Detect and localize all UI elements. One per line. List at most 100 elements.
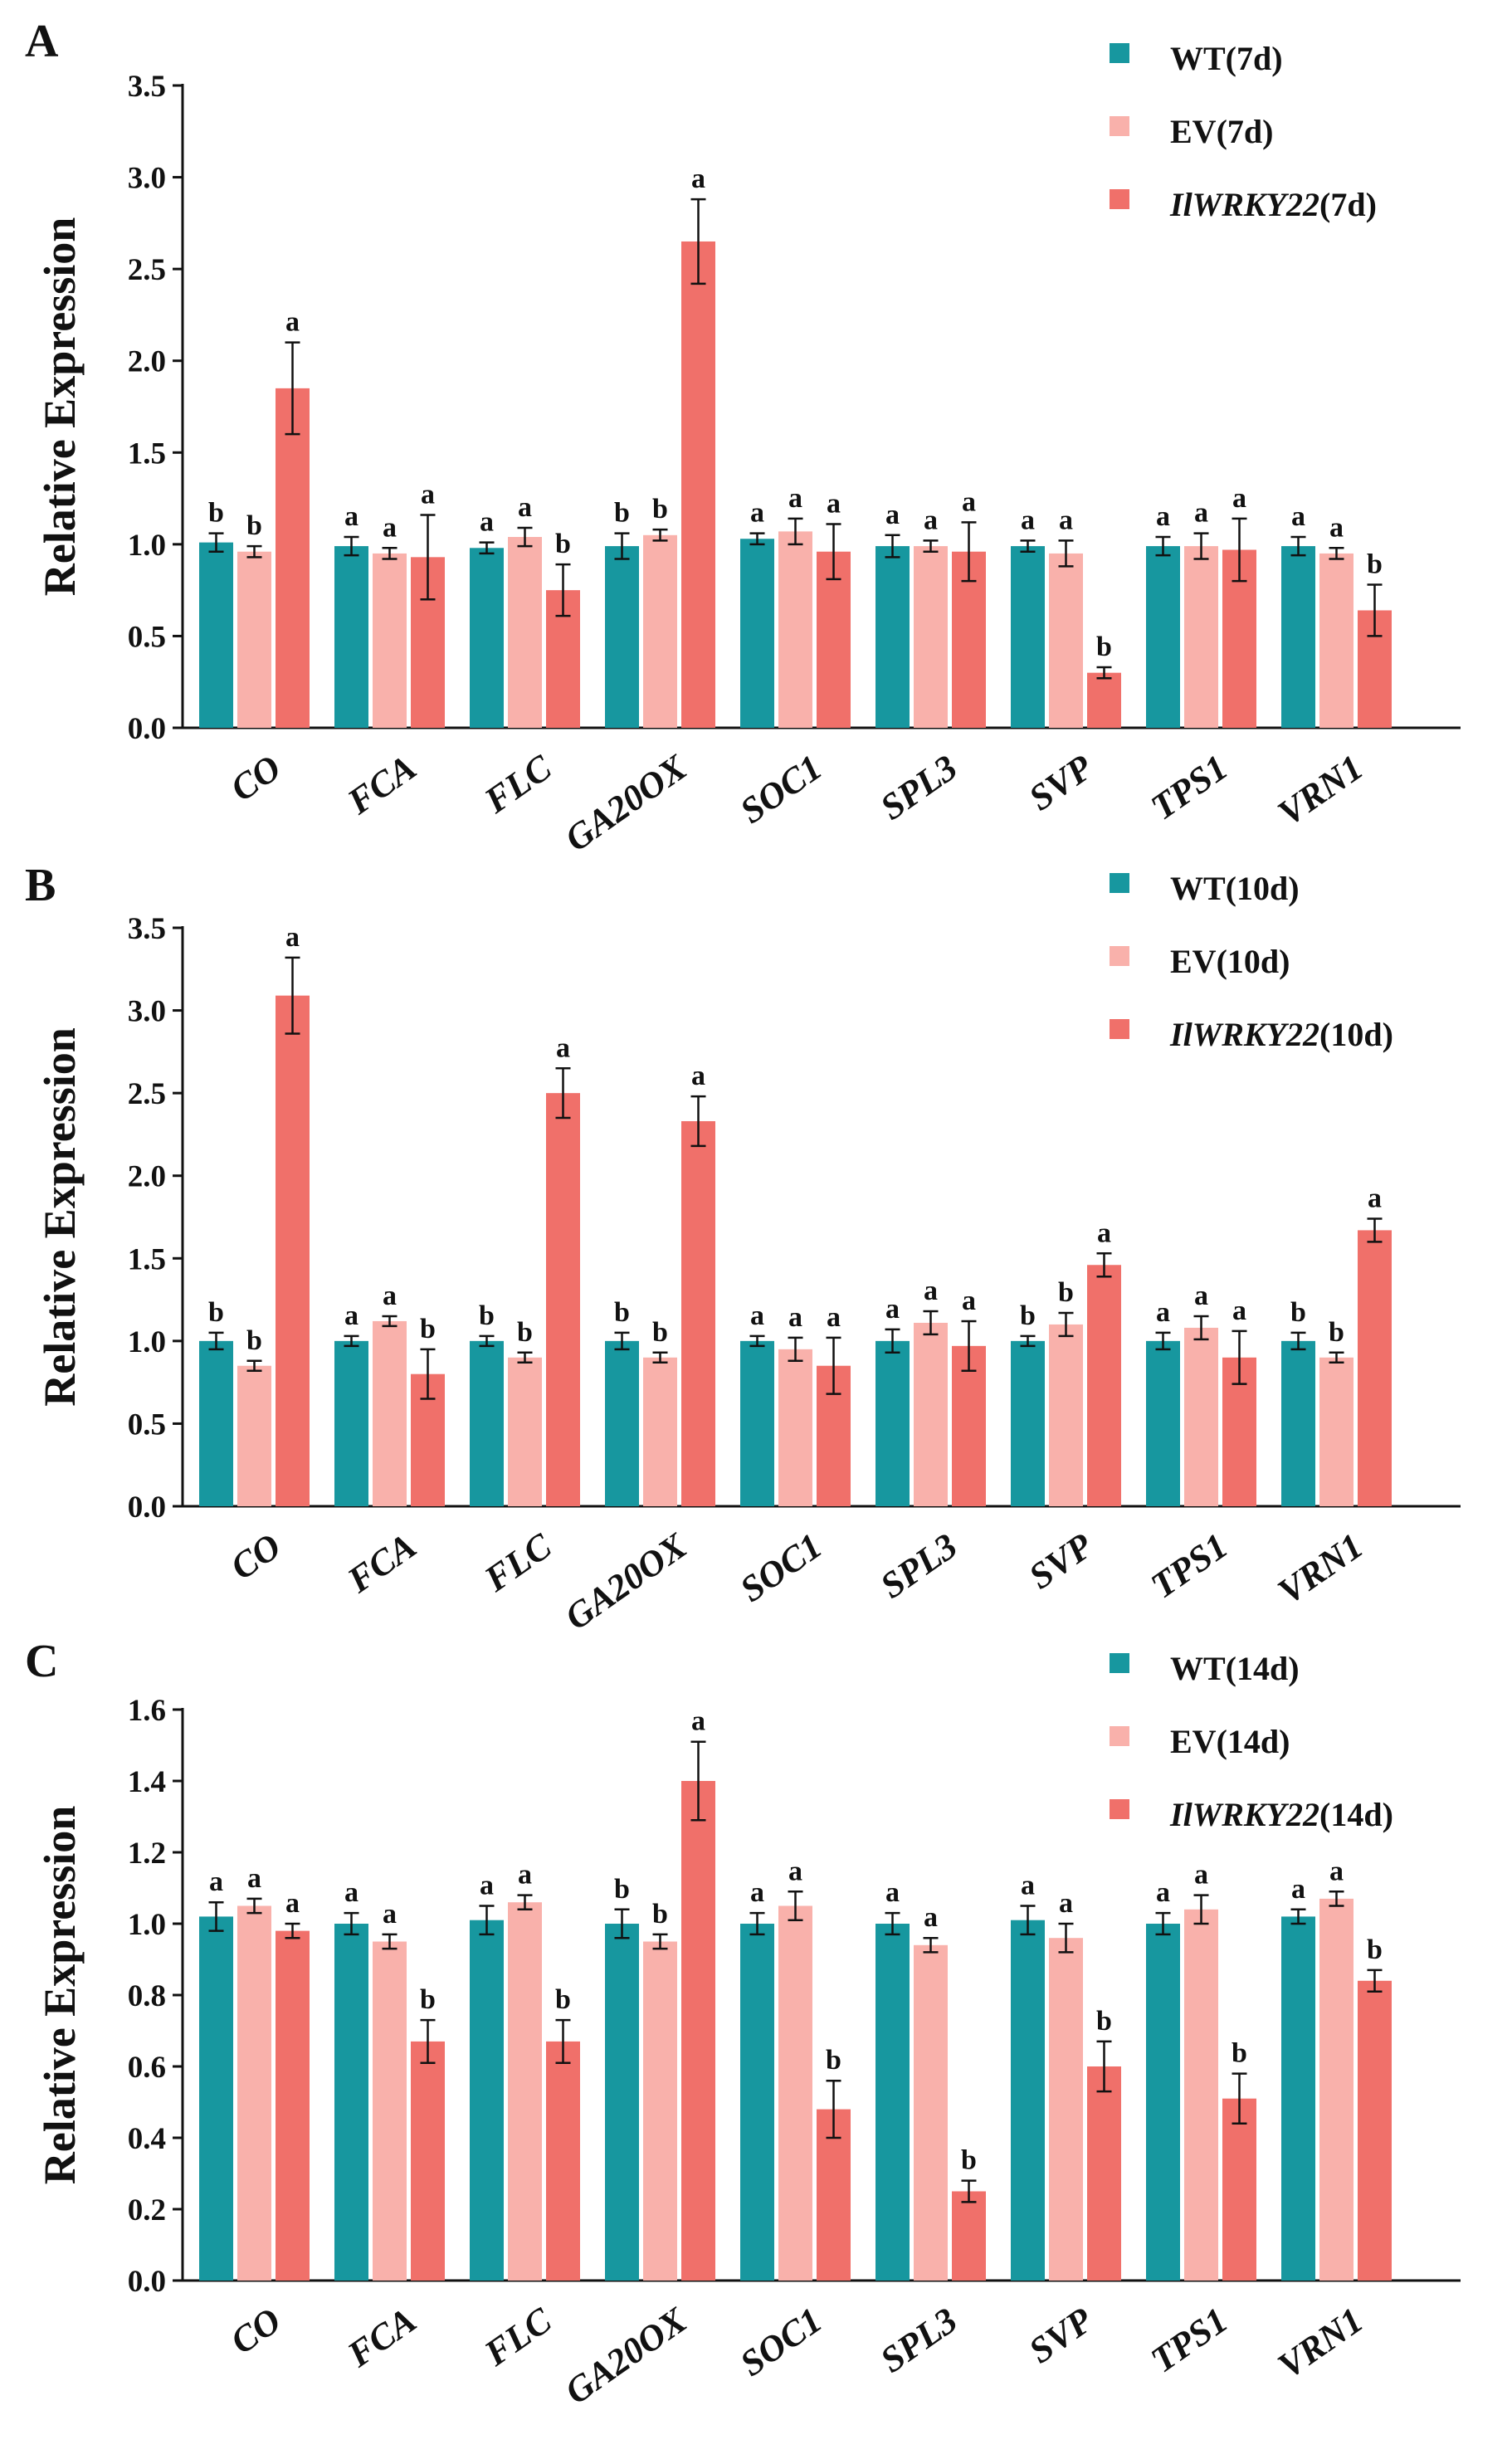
significance-label: a (1021, 1871, 1035, 1901)
significance-label: b (1096, 2006, 1112, 2037)
bar (1184, 1909, 1218, 2281)
significance-label: b (1329, 1317, 1344, 1348)
y-tick-label: 1.0 (128, 529, 166, 563)
y-tick-label: 1.4 (128, 1765, 166, 1799)
y-tick-label: 3.5 (128, 912, 166, 946)
significance-label: b (420, 1314, 436, 1344)
bar (508, 1902, 542, 2281)
y-tick-label: 0.0 (128, 1490, 166, 1525)
legend-swatch (1110, 43, 1129, 63)
bar (470, 1920, 504, 2281)
bar (334, 1340, 368, 1506)
bar (952, 2191, 986, 2281)
legend-label-gene: IlWRKY22 (1169, 186, 1319, 223)
y-tick-label: 2.5 (128, 253, 166, 287)
significance-label: a (750, 498, 764, 529)
bar (1222, 2098, 1256, 2281)
legend-label-text: EV(7d) (1170, 113, 1273, 150)
bar (605, 1340, 639, 1506)
legend-label: EV(14d) (1170, 1723, 1290, 1760)
significance-label: a (788, 483, 802, 514)
significance-label: a (556, 1032, 570, 1063)
legend-label-text: (14d) (1319, 1796, 1393, 1833)
legend-label-text: (7d) (1319, 186, 1377, 223)
bar (740, 1924, 774, 2281)
legend-label-gene: IlWRKY22 (1169, 1016, 1319, 1053)
bar (1087, 672, 1121, 728)
y-tick-label: 0.2 (128, 2193, 166, 2227)
significance-label: a (1156, 501, 1170, 532)
x-category-label: CO (223, 747, 288, 809)
y-tick-label: 1.0 (128, 1908, 166, 1942)
significance-label: a (962, 486, 976, 517)
significance-label: b (246, 1325, 262, 1356)
legend-label: WT(7d) (1170, 40, 1283, 77)
bar (546, 1093, 580, 1506)
y-tick-label: 2.5 (128, 1077, 166, 1111)
significance-label: a (344, 1300, 358, 1331)
bar (508, 1357, 542, 1506)
y-axis-label: Relative Expression (35, 1027, 85, 1407)
y-tick-label: 2.0 (128, 345, 166, 379)
legend-label: EV(10d) (1170, 943, 1290, 980)
legend-label-gene: IlWRKY22 (1169, 1796, 1319, 1833)
significance-label: b (555, 1984, 571, 2015)
bar (1087, 2066, 1121, 2281)
y-tick-label: 0.8 (128, 1979, 166, 2013)
x-category-label: VRN1 (1271, 1525, 1370, 1612)
y-tick-label: 3.5 (128, 70, 166, 104)
y-tick-label: 1.6 (128, 1694, 166, 1728)
x-category-label: FCA (339, 2300, 423, 2375)
legend-swatch (1110, 189, 1129, 209)
panel-label: B (25, 860, 56, 911)
bar (1319, 1357, 1353, 1506)
significance-label: a (885, 1877, 900, 1908)
significance-label: a (421, 479, 435, 510)
legend-label-text: WT(14d) (1170, 1650, 1300, 1687)
bar (1358, 1980, 1392, 2281)
significance-label: a (285, 1888, 300, 1919)
significance-label: b (652, 494, 668, 524)
bar (875, 1340, 910, 1506)
bar (914, 546, 948, 728)
x-category-label: CO (223, 2300, 288, 2362)
bar (237, 551, 271, 728)
legend-label: EV(7d) (1170, 113, 1273, 150)
significance-label: a (924, 1902, 938, 1933)
bar (276, 995, 310, 1506)
significance-label: a (383, 1899, 397, 1930)
significance-label: b (961, 2145, 977, 2176)
bar (508, 537, 542, 728)
bar (199, 1340, 233, 1506)
significance-label: b (652, 1317, 668, 1348)
y-tick-label: 1.5 (128, 437, 166, 471)
x-category-label: CO (223, 1525, 288, 1588)
bar (334, 546, 368, 728)
significance-label: a (518, 492, 532, 523)
x-category-label: FLC (476, 747, 559, 822)
significance-label: a (1097, 1217, 1111, 1248)
significance-label: a (788, 1302, 802, 1333)
x-category-label: FCA (339, 1525, 423, 1601)
significance-label: a (1368, 1183, 1382, 1213)
bar (1011, 1340, 1045, 1506)
bar (1281, 1340, 1315, 1506)
significance-label: a (1156, 1297, 1170, 1328)
bar (237, 1905, 271, 2281)
significance-label: b (652, 1899, 668, 1930)
significance-label: b (517, 1317, 533, 1348)
y-tick-label: 3.0 (128, 162, 166, 196)
significance-label: a (1059, 505, 1073, 535)
x-category-label: SPL3 (873, 1525, 964, 1607)
significance-label: a (1329, 1856, 1344, 1886)
y-axis-label: Relative Expression (35, 217, 85, 597)
significance-label: a (1232, 1295, 1246, 1326)
significance-label: a (750, 1300, 764, 1331)
significance-label: a (344, 501, 358, 532)
panel-label: A (25, 16, 59, 67)
bar (817, 551, 851, 728)
significance-label: a (885, 1294, 900, 1325)
x-category-label: SPL3 (873, 2300, 964, 2381)
bar (681, 1120, 715, 1506)
bar (1281, 546, 1315, 728)
